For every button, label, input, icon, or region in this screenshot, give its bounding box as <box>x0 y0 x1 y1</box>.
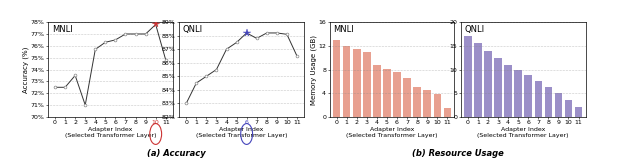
Bar <box>424 90 431 117</box>
Bar <box>474 43 482 117</box>
Bar <box>504 65 512 117</box>
Bar <box>534 81 542 117</box>
Bar <box>363 52 371 117</box>
Bar <box>484 51 492 117</box>
Bar <box>494 58 502 117</box>
Bar <box>413 87 421 117</box>
Bar <box>393 73 401 117</box>
X-axis label: Adapter Index
(Selected Transformer Layer): Adapter Index (Selected Transformer Laye… <box>196 127 287 138</box>
X-axis label: Adapter Index
(Selected Transformer Layer): Adapter Index (Selected Transformer Laye… <box>65 127 156 138</box>
Bar <box>515 70 522 117</box>
Bar <box>444 108 451 117</box>
Bar <box>333 40 340 117</box>
Bar <box>464 36 472 117</box>
Text: MNLI: MNLI <box>333 25 354 34</box>
Bar <box>555 93 562 117</box>
X-axis label: Adapter Index
(Selected Transformer Layer): Adapter Index (Selected Transformer Laye… <box>477 127 569 138</box>
Bar <box>403 78 411 117</box>
Text: MNLI: MNLI <box>52 25 72 34</box>
Bar <box>564 100 572 117</box>
Bar <box>575 107 582 117</box>
Text: (a) Accuracy: (a) Accuracy <box>147 149 205 158</box>
Text: QNLI: QNLI <box>465 25 484 34</box>
Bar <box>383 69 391 117</box>
Y-axis label: Memory Usage (GB): Memory Usage (GB) <box>310 34 317 105</box>
Bar <box>373 65 381 117</box>
Text: QNLI: QNLI <box>183 25 203 34</box>
Bar <box>343 46 351 117</box>
Bar <box>353 49 360 117</box>
Bar <box>433 94 441 117</box>
Bar <box>545 87 552 117</box>
Bar <box>524 75 532 117</box>
Y-axis label: Accuracy (%): Accuracy (%) <box>22 46 29 93</box>
X-axis label: Adapter Index
(Selected Transformer Layer): Adapter Index (Selected Transformer Laye… <box>346 127 438 138</box>
Text: (b) Resource Usage: (b) Resource Usage <box>412 149 504 158</box>
